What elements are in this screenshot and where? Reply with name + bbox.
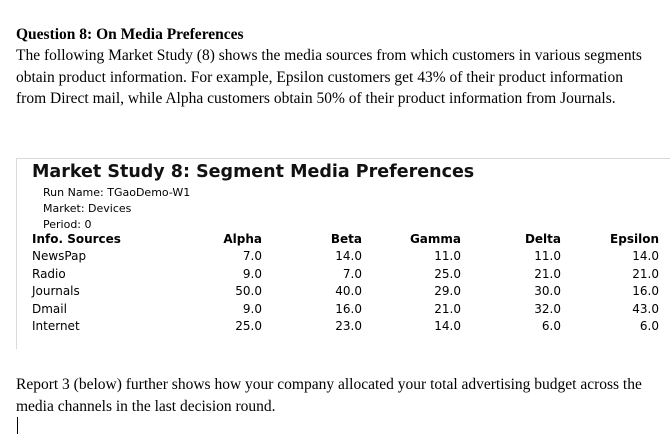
- cell: 25.0: [434, 266, 461, 281]
- row-label: Journals: [32, 284, 80, 299]
- cell: 16.0: [632, 284, 659, 299]
- cell: 40.0: [335, 284, 362, 299]
- row-label: Dmail: [32, 301, 67, 316]
- market-study-title: Market Study 8: Segment Media Preference…: [32, 162, 475, 182]
- market-label: Market: Devices: [43, 202, 132, 215]
- cell: 14.0: [434, 319, 461, 334]
- cell: 29.0: [434, 284, 461, 299]
- run-name: Run Name: TGaoDemo-W1: [43, 186, 191, 199]
- market-study-panel: [16, 158, 670, 349]
- cell: 9.0: [242, 266, 262, 281]
- cell: 16.0: [335, 301, 362, 316]
- cell: 25.0: [235, 319, 262, 334]
- cell: 21.0: [534, 266, 561, 281]
- table-row: Radio 9.0 7.0 25.0 21.0 21.0: [30, 265, 659, 283]
- cell: 21.0: [434, 301, 461, 316]
- table-header-row: Info. Sources Alpha Beta Gamma Delta Eps…: [30, 230, 659, 248]
- cell: 14.0: [335, 249, 362, 264]
- media-preferences-table: Info. Sources Alpha Beta Gamma Delta Eps…: [30, 230, 659, 335]
- cell: 7.0: [342, 266, 362, 281]
- cell: 6.0: [541, 319, 561, 334]
- table-row: Journals 50.0 40.0 29.0 30.0 16.0: [30, 283, 659, 301]
- cell: 9.0: [242, 301, 262, 316]
- col-header-gamma: Gamma: [409, 231, 461, 246]
- col-header-beta: Beta: [330, 231, 362, 246]
- col-header-epsilon: Epsilon: [610, 231, 659, 246]
- row-label: NewsPap: [32, 249, 87, 264]
- text-cursor[interactable]: [17, 417, 18, 434]
- row-label: Radio: [32, 266, 66, 281]
- cell: 21.0: [632, 266, 659, 281]
- row-label: Internet: [32, 319, 80, 334]
- cell: 14.0: [632, 249, 659, 264]
- col-header-delta: Delta: [524, 231, 561, 246]
- cell: 50.0: [235, 284, 262, 299]
- cell: 7.0: [242, 249, 262, 264]
- cell: 23.0: [335, 319, 362, 334]
- col-header-alpha: Alpha: [223, 231, 262, 246]
- cell: 43.0: [632, 301, 659, 316]
- cell: 32.0: [534, 301, 561, 316]
- report-text: Report 3 (below) further shows how your …: [16, 376, 642, 415]
- table-row: NewsPap 7.0 14.0 11.0 11.0 14.0: [30, 248, 659, 266]
- cell: 30.0: [534, 284, 561, 299]
- table-row: Internet 25.0 23.0 14.0 6.0 6.0: [30, 318, 659, 336]
- col-header-info-sources: Info. Sources: [32, 231, 121, 246]
- period-label: Period: 0: [43, 218, 92, 231]
- table-row: Dmail 9.0 16.0 21.0 32.0 43.0: [30, 300, 659, 318]
- question-title: Question 8: On Media Preferences: [16, 26, 244, 43]
- cell: 11.0: [434, 249, 461, 264]
- cell: 11.0: [534, 249, 561, 264]
- question-body: The following Market Study (8) shows the…: [16, 47, 642, 107]
- cell: 6.0: [639, 319, 659, 334]
